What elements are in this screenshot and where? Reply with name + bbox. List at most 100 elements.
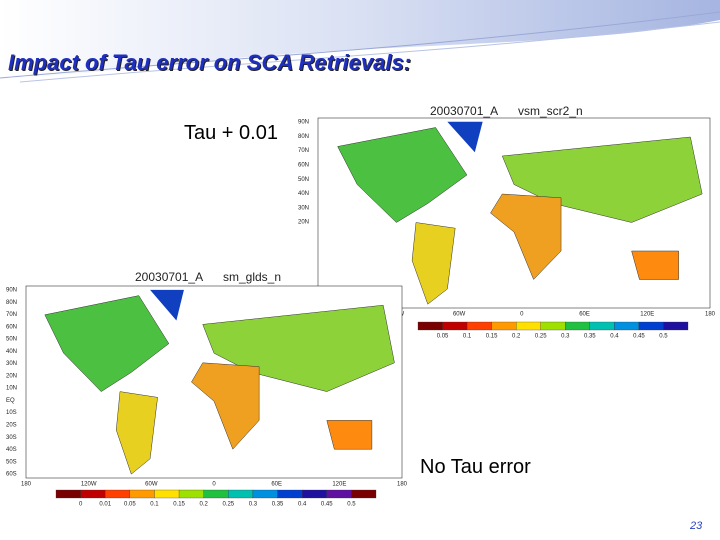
colorbar-label: 0.05 [124, 502, 136, 508]
lon-label: 0 [212, 482, 216, 488]
lon-label: 180 [397, 482, 408, 488]
colorbar-label: 0.5 [347, 502, 356, 508]
land [115, 391, 158, 475]
colorbar-cell [105, 489, 130, 499]
map-title: sm_glds_n [223, 270, 281, 284]
lat-label: 80N [298, 134, 309, 140]
colorbar-cell [277, 489, 303, 499]
land [150, 289, 184, 321]
colorbar-cell [252, 489, 278, 499]
land [191, 362, 260, 450]
lat-label: 20S [6, 423, 17, 429]
colorbar-label: 0.25 [535, 334, 547, 340]
colorbar-label: 0.15 [173, 502, 185, 508]
lat-label: 30N [298, 205, 309, 211]
colorbar-label: 0.25 [222, 502, 234, 508]
colorbar-label: 0.35 [584, 334, 596, 340]
colorbar-label: 0.2 [512, 334, 521, 340]
map-title: 20030701_A [430, 104, 498, 118]
lon-label: 60E [271, 482, 282, 488]
colorbar-label: 0.1 [463, 334, 472, 340]
lon-label: 180 [705, 312, 716, 318]
map-title: vsm_scr2_n [518, 104, 583, 118]
colorbar-cell [351, 489, 377, 499]
map-label: Tau + 0.01 [184, 122, 278, 144]
lat-label: EQ [6, 398, 15, 404]
lon-label: 120E [640, 312, 654, 318]
lon-label: 180 [21, 482, 32, 488]
colorbar-cell [663, 321, 689, 331]
land [337, 127, 468, 223]
land [631, 250, 679, 280]
land [447, 121, 483, 153]
colorbar-cell [417, 321, 443, 331]
colorbar-cell [154, 489, 180, 499]
lon-label: 60E [579, 312, 590, 318]
colorbar-cell [129, 489, 155, 499]
lon-label: 60W [453, 312, 466, 318]
lat-label: 60N [6, 324, 17, 330]
colorbar-label: 0.05 [437, 334, 449, 340]
colorbar-label: 0.01 [99, 502, 111, 508]
lat-label: 50N [6, 337, 17, 343]
colorbar-label: 0.2 [200, 502, 209, 508]
map-label: No Tau error [420, 456, 531, 478]
colorbar-label: 0.15 [486, 334, 498, 340]
colorbar-label: 0.45 [321, 502, 333, 508]
colorbar-cell [178, 489, 204, 499]
lat-label: 70N [298, 148, 309, 154]
colorbar-label: 0.1 [150, 502, 159, 508]
lat-label: 90N [298, 120, 309, 126]
lat-label: 30S [6, 435, 17, 441]
colorbar-cell [589, 321, 615, 331]
map-title: 20030701_A [135, 270, 203, 284]
lat-label: 40N [6, 349, 17, 355]
page-number: 23 [690, 520, 703, 532]
colorbar-cell [638, 321, 664, 331]
colorbar-cell [565, 321, 590, 331]
lat-label: 10N [6, 386, 17, 392]
colorbar-label: 0.4 [610, 334, 619, 340]
colorbar-cell [203, 489, 229, 499]
colorbar-cell [466, 321, 492, 331]
land [490, 193, 562, 280]
lat-label: 90N [6, 288, 17, 294]
colorbar-cell [442, 321, 468, 331]
lat-label: 70N [6, 312, 17, 318]
lat-label: 50S [6, 459, 17, 465]
land [326, 420, 373, 450]
colorbar-label: 0.45 [633, 334, 645, 340]
lon-label: 60W [145, 482, 158, 488]
colorbar-cell [614, 321, 640, 331]
colorbar-cell [55, 489, 81, 499]
slide-title: Impact of Tau error on SCA Retrievals: [8, 50, 412, 75]
lat-label: 20N [298, 220, 309, 226]
lat-label: 80N [6, 300, 17, 306]
map: 20030701_A sm_glds_n 90N 80N 70N 60N 50N 40N 30N… [6, 270, 408, 507]
colorbar-cell [302, 489, 327, 499]
colorbar-label: 0 [79, 502, 83, 508]
lat-label: 50N [298, 177, 309, 183]
colorbar-label: 0.3 [561, 334, 570, 340]
colorbar-label: 0.4 [298, 502, 307, 508]
lat-label: 10S [6, 410, 17, 416]
lat-label: 60N [298, 162, 309, 168]
colorbar-label: 0.35 [272, 502, 284, 508]
lat-label: 40N [298, 191, 309, 197]
colorbar-label: 0.5 [659, 334, 668, 340]
colorbar-cell [326, 489, 352, 499]
lat-label: 30N [6, 361, 17, 367]
lat-label: 20N [6, 373, 17, 379]
lat-label: 40S [6, 447, 17, 453]
lon-label: 0 [520, 312, 524, 318]
colorbar-label: 0.3 [249, 502, 258, 508]
colorbar-cell [80, 489, 106, 499]
map: 20030701_A vsm_scr2_n 90N 80N 70N 60N 50N 40N 30… [298, 104, 716, 339]
lon-label: 120E [332, 482, 346, 488]
land [411, 222, 456, 305]
colorbar-cell [228, 489, 254, 499]
lon-label: 120W [81, 482, 97, 488]
lat-label: 60S [6, 472, 17, 478]
